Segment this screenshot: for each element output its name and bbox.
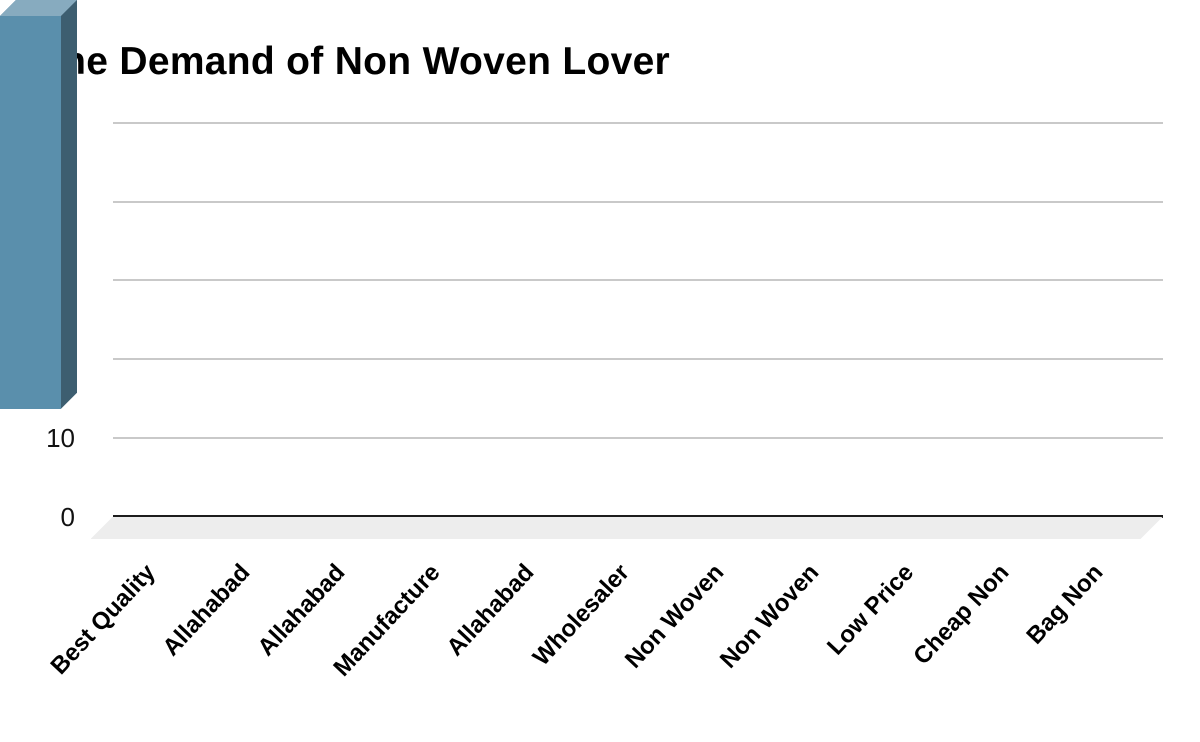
y-tick-label: 0	[60, 501, 75, 532]
gridline	[113, 200, 1163, 203]
gridline	[113, 122, 1163, 124]
y-tick-label: 10	[46, 422, 75, 453]
x-axis-label-text: Allahabad	[157, 559, 256, 662]
x-axis-label-text: Non Woven	[714, 559, 825, 674]
bar-side-face	[61, 0, 77, 350]
gridline	[113, 358, 1163, 361]
x-axis-label-text: Non Woven	[620, 559, 730, 674]
x-axis-label-text: Allahabad	[252, 559, 351, 662]
x-axis-line	[113, 514, 1163, 518]
gridline	[113, 279, 1163, 282]
bar-top-face	[0, 0, 77, 16]
x-axis-label-text: Low Price	[822, 559, 920, 661]
x-axis-label-text: Allahabad	[441, 559, 540, 662]
chart-title: The Demand of Non Woven Lover	[38, 40, 671, 83]
bar-front-face	[0, 16, 61, 350]
x-axis-label-text: Bag Non	[1021, 559, 1109, 650]
x-axis-label-text: Cheap Non	[907, 559, 1014, 671]
chart-floor	[91, 517, 1164, 540]
gridline	[113, 436, 1163, 439]
